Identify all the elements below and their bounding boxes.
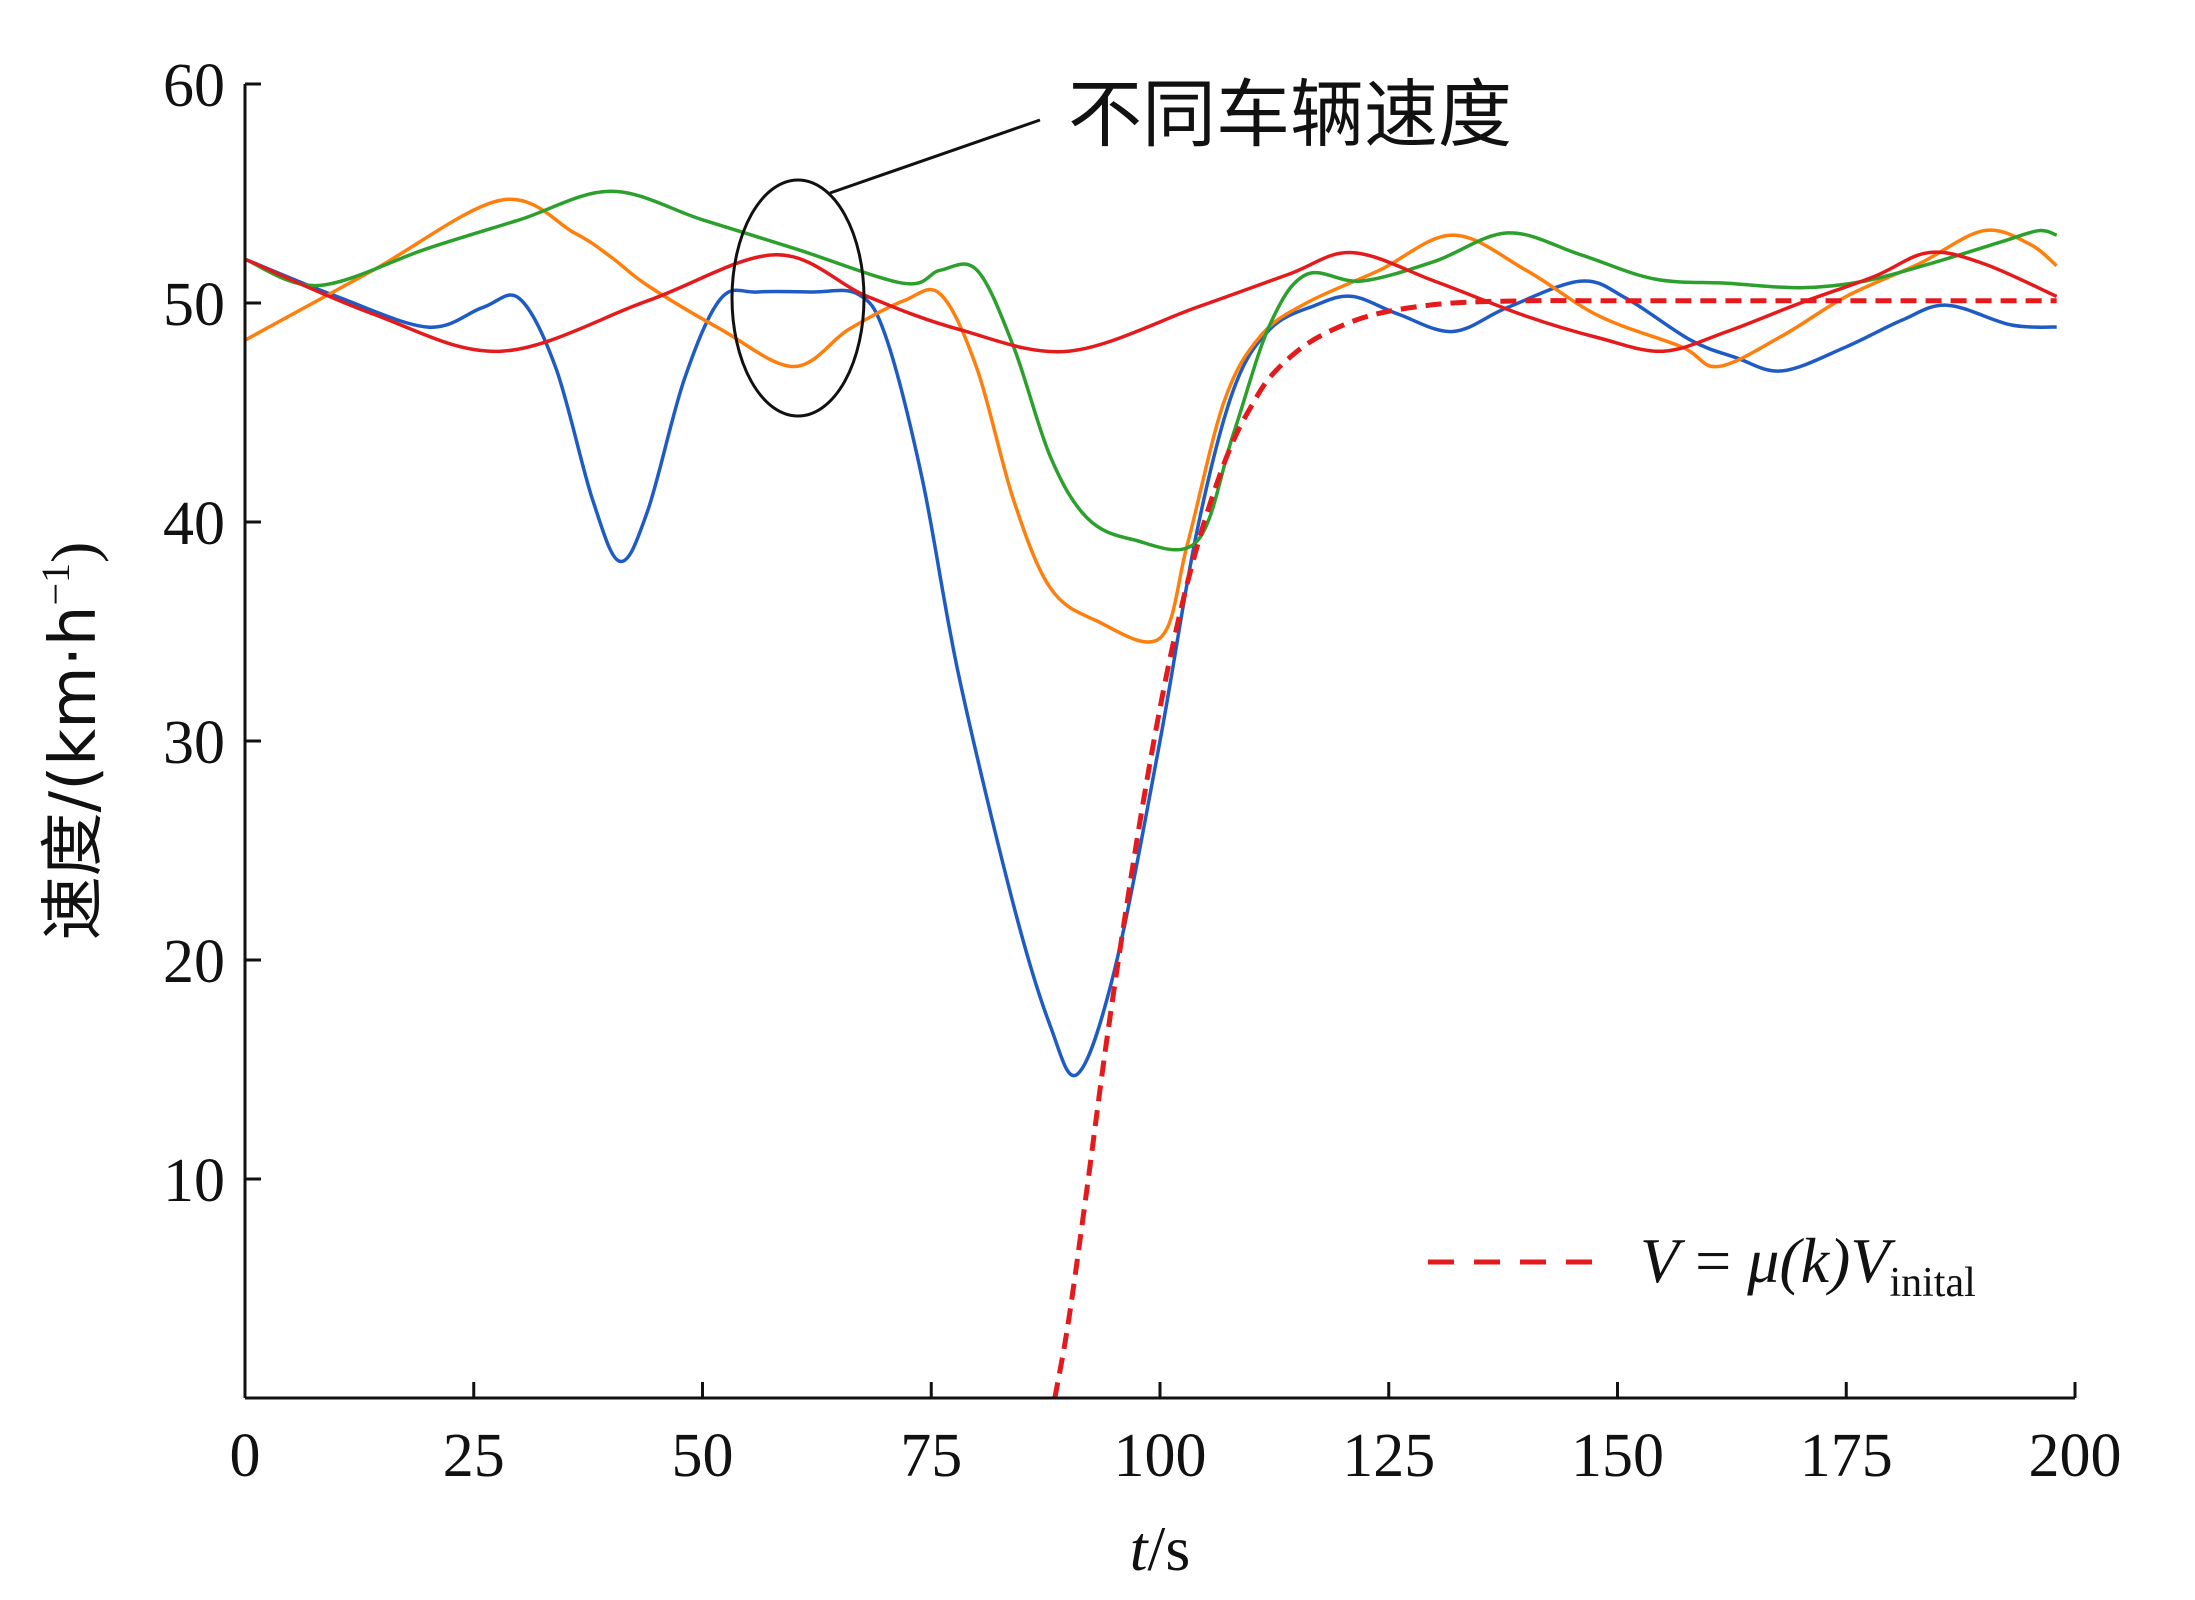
series-line-2 bbox=[244, 197, 2058, 644]
legend-label-k: (k) bbox=[1779, 1225, 1850, 1296]
annotation: 不同车辆速度 bbox=[730, 72, 1512, 418]
x-tick-label: 200 bbox=[2029, 1422, 2122, 1490]
x-axis-title-unit: /s bbox=[1148, 1513, 1191, 1584]
legend-label-v: V bbox=[1640, 1225, 1686, 1296]
y-tick-label: 60 bbox=[163, 52, 225, 120]
x-tick-label: 125 bbox=[1342, 1422, 1435, 1490]
x-axis-title: t/s bbox=[1130, 1513, 1190, 1584]
y-axis-title-sup: −1 bbox=[33, 563, 78, 606]
x-tick-label: 100 bbox=[1114, 1422, 1207, 1490]
legend: V = μ(k)Vinital bbox=[1428, 1225, 1976, 1306]
annotation-ellipse bbox=[730, 178, 866, 418]
y-tick-label: 30 bbox=[163, 709, 225, 777]
legend-label-eq: = bbox=[1679, 1225, 1747, 1296]
y-tick-label: 20 bbox=[163, 928, 225, 996]
x-axis-title-var: t bbox=[1130, 1513, 1150, 1584]
x-tick-label: 50 bbox=[672, 1422, 734, 1490]
legend-entry-label: V = μ(k)Vinital bbox=[1640, 1225, 1976, 1306]
x-tick-label: 150 bbox=[1571, 1422, 1664, 1490]
x-tick-label: 75 bbox=[900, 1422, 962, 1490]
y-axis-title: 速度/(km·h−1) bbox=[33, 542, 111, 941]
y-tick-label: 50 bbox=[163, 271, 225, 339]
x-tick-label: 25 bbox=[443, 1422, 505, 1490]
annotation-leader-line bbox=[829, 118, 1041, 195]
ticks: 0 25 50 75 100 125 150 175 200 10 20 30 40 50 60 bbox=[163, 52, 2122, 1490]
series-line-5 bbox=[1052, 298, 2057, 1399]
annotation-text: 不同车辆速度 bbox=[1068, 72, 1512, 158]
y-tick-label: 40 bbox=[163, 490, 225, 558]
plot-area bbox=[244, 189, 2058, 1399]
legend-label-sub: inital bbox=[1889, 1260, 1975, 1306]
x-tick-label: 0 bbox=[230, 1422, 261, 1490]
y-tick-label: 10 bbox=[163, 1147, 225, 1215]
legend-label-v2: V bbox=[1850, 1225, 1896, 1296]
series-line-3 bbox=[244, 189, 2058, 552]
legend-label-mu: μ bbox=[1746, 1225, 1779, 1296]
x-tick-label: 175 bbox=[1800, 1422, 1893, 1490]
y-axis-title-close: ) bbox=[38, 542, 109, 563]
series-line-1 bbox=[244, 257, 2057, 1078]
y-axis-title-main: 速度/(km·h bbox=[37, 606, 111, 941]
